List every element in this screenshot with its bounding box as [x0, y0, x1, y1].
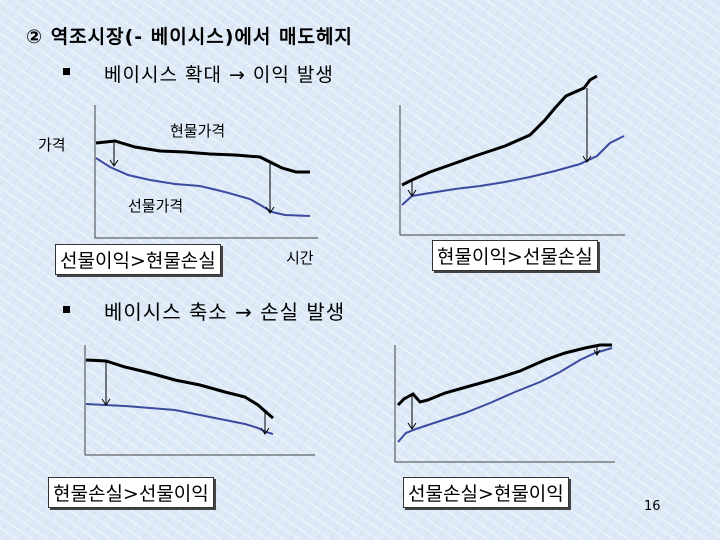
arrow-head-icon: [109, 159, 119, 167]
panel-1-spot-line: [95, 139, 310, 174]
panel-3-axes: [84, 345, 315, 456]
panel-3-spot-line: [85, 358, 274, 420]
section2-heading: 베이시스 축소 → 손실 발생: [104, 300, 346, 324]
bullet-icon: [63, 306, 70, 313]
panel-1-axes: [94, 105, 318, 239]
panel-1-futures-line: [95, 157, 311, 217]
panel-4-spot-line: [396, 343, 612, 407]
arrow-head-icon: [260, 427, 270, 435]
panel-2-axes: [399, 105, 625, 236]
panel-2-caption: 현물이익>선물손실: [432, 240, 598, 271]
panel-1-graph: [94, 105, 318, 239]
arrow-head-icon: [407, 422, 417, 430]
panel-2-futures-line: [401, 135, 625, 206]
panel-4-futures-line: [397, 347, 613, 443]
arrow-head-icon: [407, 189, 417, 197]
arrow-head-icon: [582, 155, 592, 163]
slide-title: ② 역조시장(- 베이시스)에서 매도헤지: [26, 26, 353, 48]
futures-price-label: 선물가격: [128, 197, 184, 215]
panel-2-graph: [399, 74, 625, 236]
panel-4-graph: [394, 343, 615, 463]
bullet-icon: [63, 68, 70, 75]
arrow-head-icon: [265, 206, 275, 214]
section1-heading: 베이시스 확대 → 이익 발생: [104, 64, 334, 86]
time-axis-label: 시간: [286, 249, 314, 267]
price-axis-label: 가격: [38, 136, 66, 154]
panel-4-caption: 선물손실>현물이익: [403, 477, 569, 508]
panel-3-futures-line: [85, 403, 274, 435]
spot-price-label: 현물가격: [170, 122, 226, 140]
panel-4-axes: [394, 345, 615, 463]
arrow-head-icon: [593, 349, 601, 356]
panel-2-spot-line: [401, 74, 598, 187]
panel-3-graph: [84, 345, 315, 456]
panel-1-caption: 선물이익>현물손실: [55, 244, 221, 275]
panel-3-caption: 현물손실>선물이익: [48, 477, 214, 508]
arrow-head-icon: [101, 398, 111, 406]
page-number: 16: [644, 499, 661, 514]
